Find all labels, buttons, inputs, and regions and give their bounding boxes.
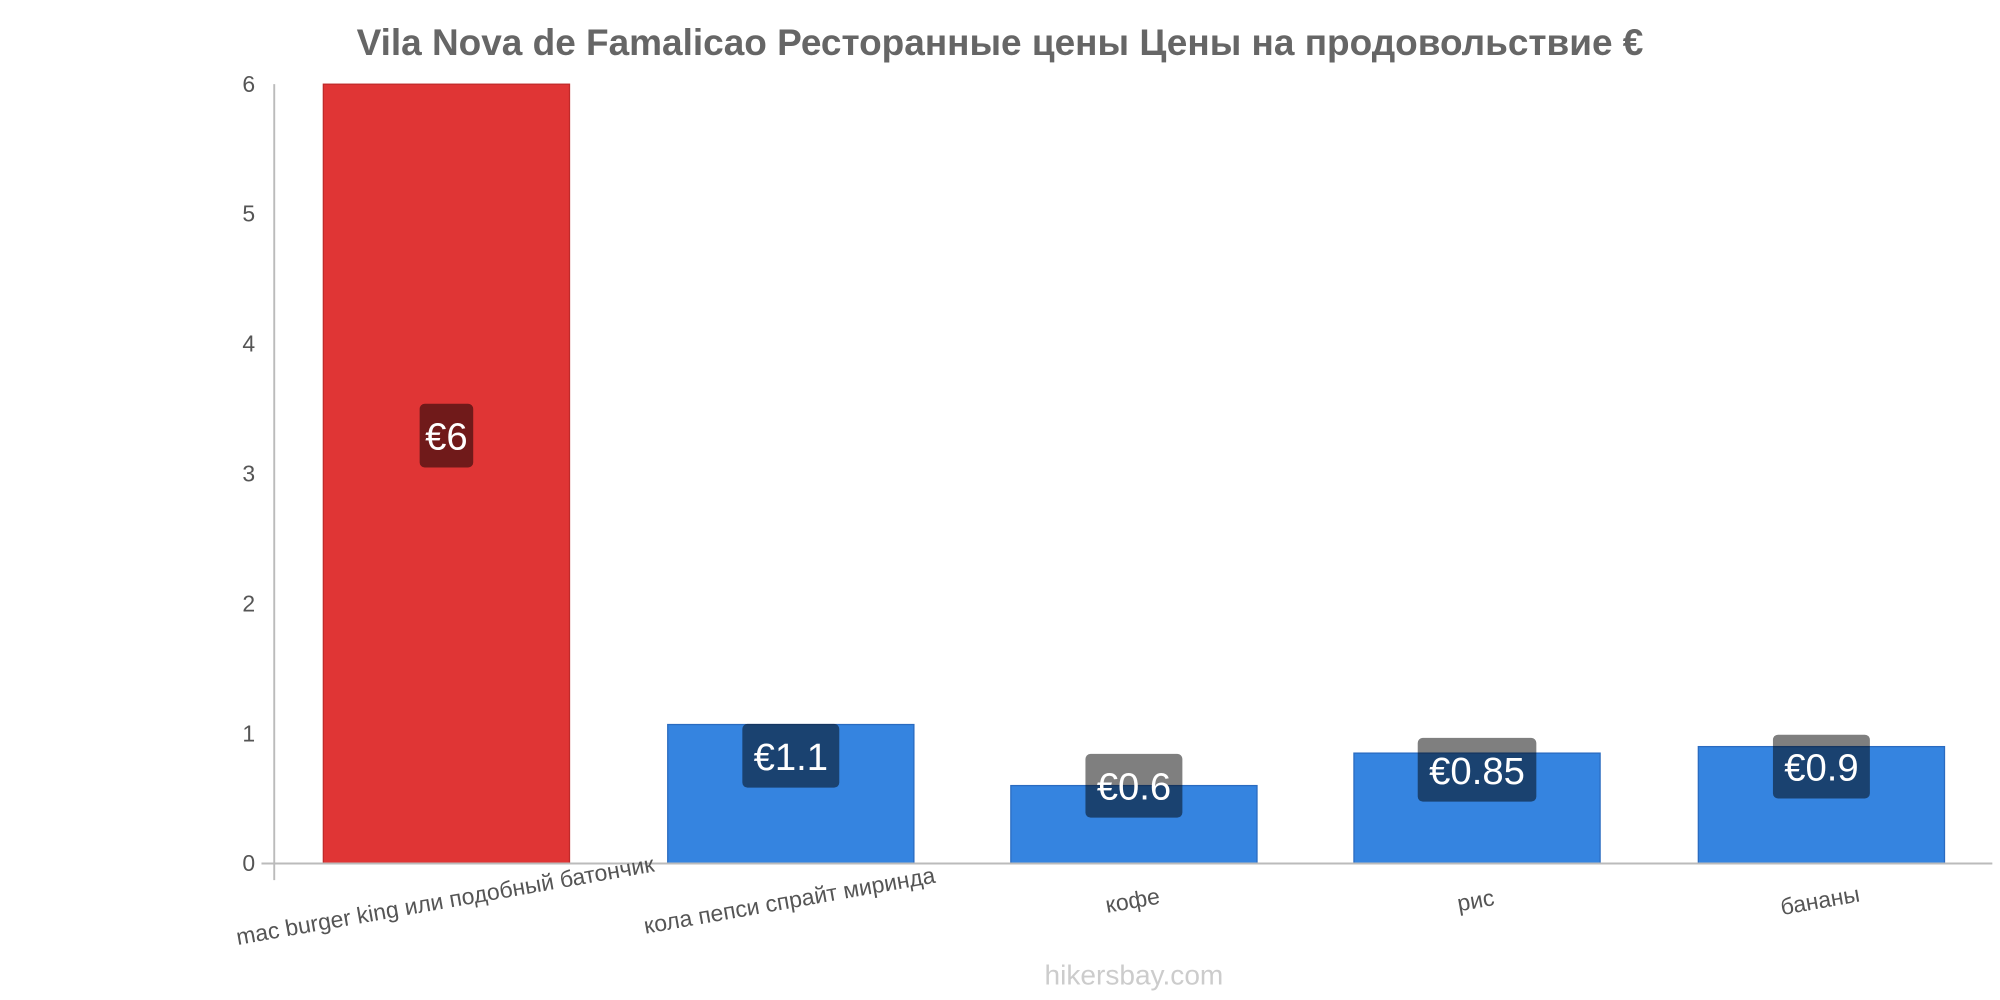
value-label: €0.6 [1085,753,1183,818]
y-tick-label: 2 [242,590,255,616]
y-tick-label: 4 [242,331,255,357]
value-label-box [742,723,840,788]
value-label-box [419,403,474,468]
value-label-box [1417,737,1537,802]
value-label: €0.85 [1417,737,1537,802]
value-label-text: €0.9 [1784,747,1858,790]
bar [322,83,571,865]
y-tick-label: 5 [242,201,255,227]
y-tick-label: 0 [242,850,255,876]
y-tick-label: 3 [242,461,255,487]
y-tick-label: 6 [242,71,255,97]
x-tick-label: бананы [1778,881,1861,920]
value-label: €6 [419,403,474,468]
value-label-box [1772,734,1870,799]
x-tick-label: mac burger king или подобный батончик [234,851,657,950]
x-tick-label: кофе [1103,883,1161,918]
value-label-text: €1.1 [754,736,828,779]
watermark: hikersbay.com [1045,960,1224,991]
value-label-box [1085,753,1183,818]
x-tick-label: рис [1455,884,1496,916]
value-label-text: €0.85 [1429,750,1525,793]
x-tick-label: кола пепси спрайт миринда [642,862,938,939]
value-label-text: €0.6 [1097,766,1171,809]
value-label: €0.9 [1772,734,1870,799]
value-label: €1.1 [742,723,840,788]
chart-title: Vila Nova de Famalicao Ресторанные цены … [357,22,1644,63]
y-tick-label: 1 [242,720,255,746]
value-label-text: €6 [425,416,468,459]
